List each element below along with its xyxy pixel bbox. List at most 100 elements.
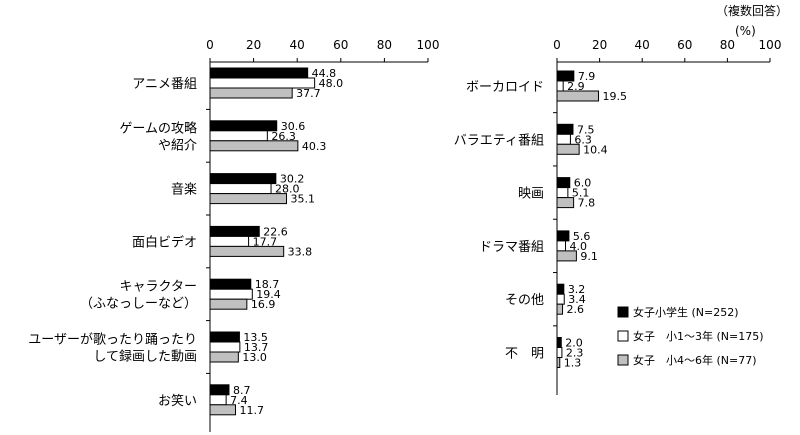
data-label: 37.7	[296, 87, 321, 100]
legend-label: 女子 小1～3年 (N=175)	[633, 329, 764, 343]
data-label: 30.2	[280, 173, 305, 186]
data-label: 13.0	[242, 351, 267, 364]
x-tick-label: 80	[720, 38, 735, 52]
data-label: 48.0	[319, 77, 344, 90]
data-label: 6.0	[574, 177, 592, 190]
bar	[556, 90, 600, 102]
x-tick-label: 100	[759, 38, 782, 52]
bar	[209, 235, 250, 247]
data-label: 3.4	[568, 293, 586, 306]
bar	[556, 80, 564, 92]
bar	[556, 240, 567, 252]
bar	[556, 177, 571, 189]
category-label: ドラマ番組	[479, 240, 544, 255]
category-label: 音楽	[171, 182, 197, 198]
x-tick-label: 80	[377, 38, 392, 52]
bar	[209, 278, 252, 290]
data-label: 2.3	[566, 347, 584, 360]
x-tick-label: 0	[553, 38, 561, 52]
category-label: 面白ビデオ	[132, 234, 197, 250]
bar	[209, 87, 293, 99]
data-label: 4.0	[570, 240, 588, 253]
bar	[209, 288, 253, 300]
legend-swatch	[617, 354, 629, 366]
category-label: キャラクター（ふなっしーなど）	[80, 280, 197, 312]
bar	[209, 130, 268, 142]
legend-swatch	[617, 306, 629, 318]
category-label: ゲームの攻略や紹介	[119, 120, 197, 153]
bar	[556, 337, 562, 348]
x-tick-label: 60	[333, 38, 348, 52]
bar	[209, 331, 240, 343]
data-label: 13.5	[243, 331, 268, 344]
data-label: 13.7	[244, 341, 269, 354]
data-label: 30.6	[281, 120, 306, 133]
data-label: 19.5	[603, 90, 628, 103]
bar	[556, 250, 577, 262]
bar	[556, 293, 565, 305]
category-label: 映画	[518, 187, 544, 202]
chart-panel-left: 0 20 40 60 80 100 アニメ番組 44.848.037.7 ゲームの攻略や紹介 30…	[28, 38, 439, 432]
data-label: 5.6	[573, 230, 591, 243]
bar	[209, 384, 230, 396]
data-label: 40.3	[302, 140, 327, 153]
data-label: 28.0	[275, 183, 300, 196]
multi-answer-note: （複数回答）	[715, 4, 788, 18]
category-label: お笑い	[158, 393, 197, 409]
bar	[556, 187, 569, 199]
bar	[209, 183, 272, 195]
x-tick-label: 100	[417, 38, 440, 52]
data-label: 22.6	[263, 225, 288, 238]
x-tick-label: 40	[635, 38, 650, 52]
percent-unit-note: (%)	[735, 24, 756, 38]
bar	[556, 347, 563, 358]
category-label: ボーカロイド	[466, 80, 544, 95]
data-label: 44.8	[312, 67, 337, 80]
data-label: 7.9	[578, 70, 596, 83]
chart-panel-right: 0 20 40 60 80 100ボーカロイド7.92.919.5バラエティ番組7.56.…	[454, 38, 782, 395]
legend-label: 女子 小4～6年 (N=77)	[633, 353, 757, 367]
data-label: 7.4	[230, 394, 248, 407]
legend-label: 女子小学生 (N=252)	[633, 305, 739, 319]
bar	[209, 193, 288, 205]
data-label: 2.9	[567, 80, 585, 93]
category-label: バラエティ番組	[454, 133, 544, 148]
data-label: 2.6	[567, 303, 585, 316]
bar	[556, 123, 574, 135]
data-label: 35.1	[291, 193, 316, 206]
data-label: 9.1	[580, 250, 598, 263]
bar	[556, 143, 580, 155]
data-label: 19.4	[256, 288, 281, 301]
data-label: 16.9	[251, 298, 275, 311]
bar	[209, 404, 237, 416]
data-label: 11.7	[240, 404, 264, 417]
bar	[209, 394, 227, 406]
data-label: 8.7	[233, 384, 251, 397]
data-label: 17.7	[253, 235, 278, 248]
bar	[209, 341, 241, 353]
bar	[209, 67, 309, 79]
bar	[556, 133, 571, 145]
bar	[209, 351, 239, 363]
data-label: 10.4	[583, 143, 608, 156]
x-tick-label: 60	[677, 38, 692, 52]
bar	[556, 230, 570, 242]
bar	[209, 120, 278, 132]
category-label: その他	[505, 293, 544, 308]
bar	[209, 173, 277, 185]
bar	[556, 197, 575, 209]
bar	[556, 357, 561, 368]
bar	[209, 140, 299, 152]
category-label: アニメ番組	[132, 77, 197, 92]
data-label: 18.7	[255, 278, 279, 291]
bar	[556, 303, 564, 315]
x-tick-label: 40	[290, 38, 305, 52]
category-label: 不 明	[505, 347, 544, 362]
bar	[209, 245, 285, 257]
x-tick-label: 20	[246, 38, 261, 52]
data-label: 7.8	[578, 197, 596, 210]
category-label: ユーザーが歌ったり踊ったりして録画した動画	[28, 333, 197, 365]
bar	[209, 298, 248, 310]
data-label: 7.5	[577, 123, 595, 136]
